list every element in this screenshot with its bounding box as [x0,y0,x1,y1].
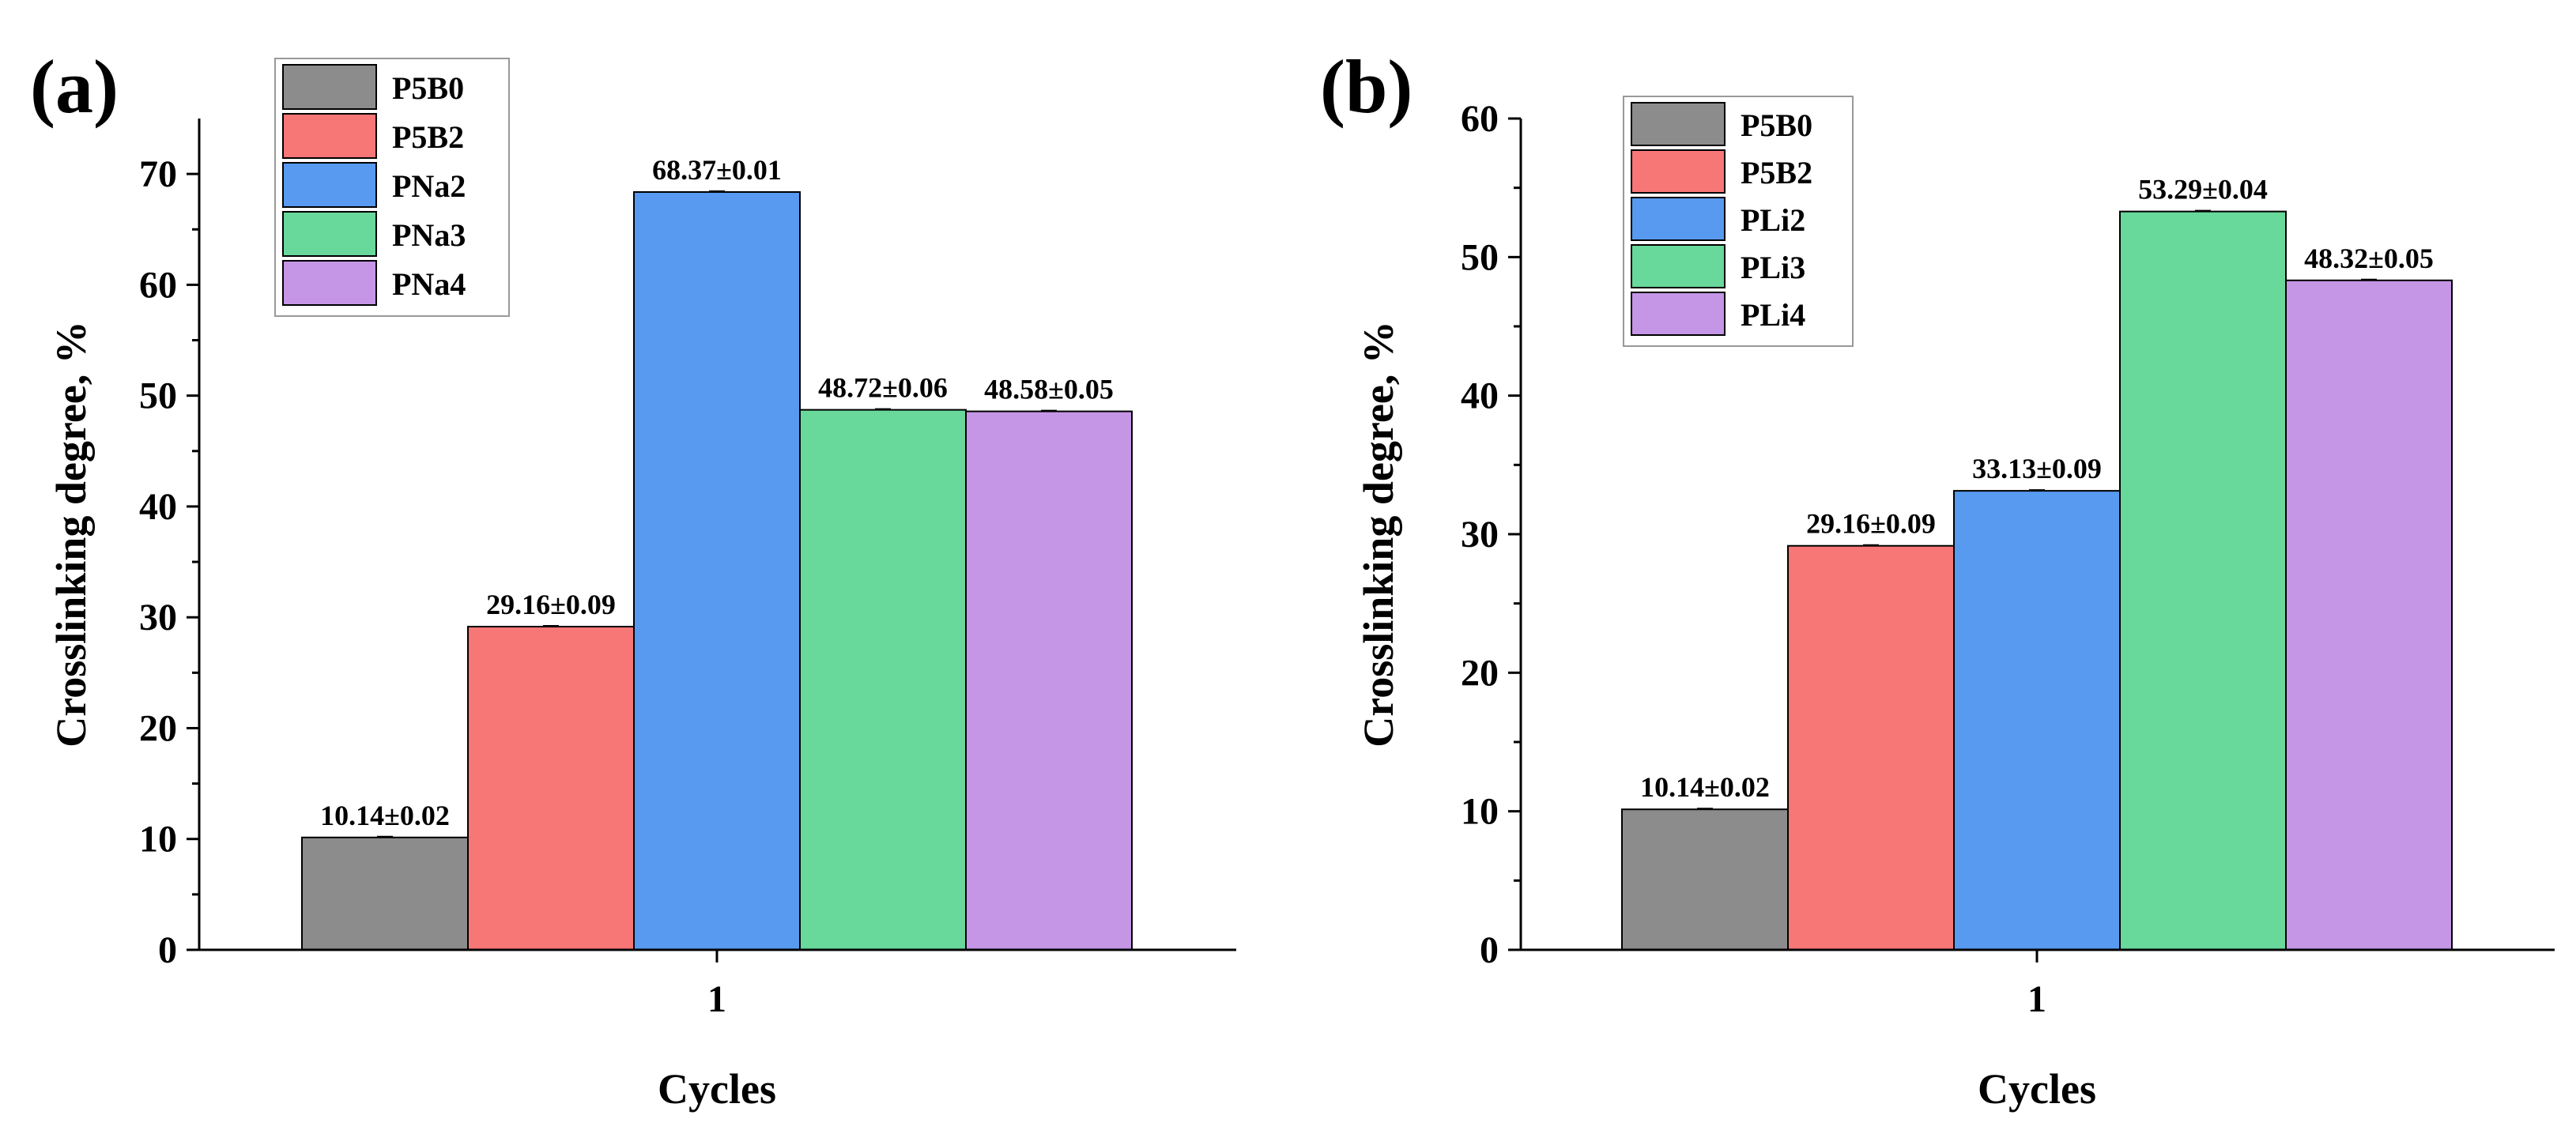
y-axis-title: Crosslinking degree, % [1355,321,1402,748]
y-axis-title: Crosslinking degree, % [47,321,95,748]
panel-label: (b) [1320,44,1412,129]
legend-label: PNa4 [392,266,466,302]
data-label: 29.16±0.09 [1806,508,1936,540]
panel-label: (a) [30,44,119,129]
y-tick-label: 0 [158,929,177,971]
y-tick-label: 40 [139,486,177,528]
y-tick-label: 40 [1461,375,1499,417]
y-tick-label: 20 [1461,652,1499,694]
legend-label: P5B2 [1741,155,1812,190]
y-tick-label: 20 [139,707,177,749]
bar-p5b0 [301,836,469,951]
bar-pna2 [633,190,801,951]
y-tick-label: 10 [139,819,177,861]
bar-p5b0 [1621,808,1789,951]
x-axis-title: Cycles [658,1065,776,1113]
bar-pna3 [799,409,967,951]
y-tick-label: 60 [139,264,177,306]
legend-swatch [282,113,377,159]
y-tick-label: 60 [1461,98,1499,140]
bar-pli4 [2285,279,2453,951]
legend-swatch [282,260,377,306]
bar-pli2 [1953,490,2121,951]
y-tick-label: 0 [1480,929,1499,971]
legend-label: PNa2 [392,168,466,204]
data-label: 53.29±0.04 [2138,174,2268,205]
legend-label: PLi4 [1741,297,1805,333]
legend-swatch [282,211,377,257]
legend-label: PLi2 [1741,202,1805,238]
legend-swatch [1631,244,1726,288]
y-tick-label: 10 [1461,791,1499,833]
bar-p5b2 [1787,544,1955,951]
chart-panel-0: (a) 10.14±0.02 29.16±0.09 68.37±0.01 48.72±0… [30,44,1236,1113]
legend-swatch [282,162,377,208]
legend-label: PLi3 [1741,250,1805,285]
bar-pli3 [2119,210,2287,951]
legend-swatch [1631,197,1726,241]
legend-label: PNa3 [392,217,466,253]
data-label: 10.14±0.02 [320,800,450,831]
y-tick-label: 70 [139,153,177,195]
y-tick-label: 30 [1461,514,1499,556]
x-axis-title: Cycles [1978,1065,2096,1113]
legend-swatch [1631,102,1726,146]
x-tick-label: 1 [2027,978,2046,1020]
data-label: 29.16±0.09 [486,589,616,620]
legend-swatch [1631,292,1726,336]
legend-label: P5B2 [392,119,464,155]
data-label: 48.72±0.06 [818,372,948,404]
data-label: 48.58±0.05 [984,374,1114,405]
y-tick-label: 50 [1461,236,1499,278]
bar-p5b2 [467,625,635,951]
legend-swatch [282,64,377,110]
legend-swatch [1631,149,1726,194]
x-tick-label: 1 [707,978,726,1020]
legend-label: P5B0 [1741,107,1812,143]
data-label: 33.13±0.09 [1972,453,2102,484]
chart-panel-1: (b) 10.14±0.02 29.16±0.09 33.13±0.09 53.29±0… [1320,44,2555,1113]
data-label: 68.37±0.01 [652,154,782,186]
legend-label: P5B0 [392,70,464,106]
bar-pna4 [965,410,1133,951]
data-label: 48.32±0.05 [2304,243,2434,274]
y-tick-label: 30 [139,597,177,638]
y-tick-label: 50 [139,375,177,417]
data-label: 10.14±0.02 [1640,771,1770,803]
